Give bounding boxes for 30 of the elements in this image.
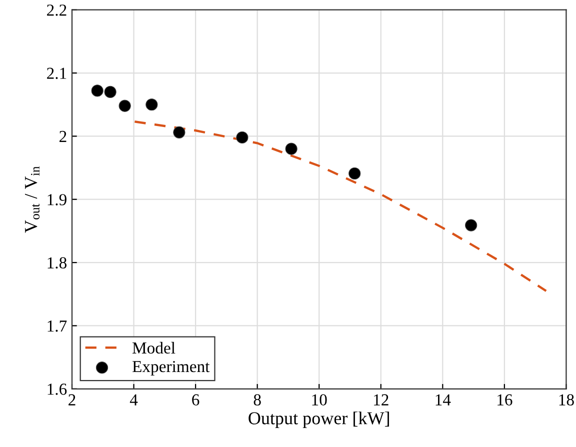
y-tick-label: 2 — [60, 130, 66, 142]
x-tick-label: 4 — [130, 394, 138, 406]
point — [118, 100, 131, 112]
legend-label: Model — [132, 342, 176, 354]
legend-label: Experiment — [132, 360, 210, 376]
y-tick-label: 2.2 — [47, 4, 66, 16]
point — [173, 126, 186, 138]
x-tick-label: 8 — [254, 394, 261, 406]
x-tick-label: 10 — [312, 394, 327, 406]
point — [104, 86, 116, 98]
y-tick-label: 1.8 — [48, 257, 67, 269]
x-tick-label: 14 — [436, 394, 451, 406]
point — [236, 131, 248, 144]
x-axis-title: Output power [kW] — [248, 412, 389, 428]
y-tick-label: 1.6 — [48, 384, 67, 395]
point — [464, 219, 478, 232]
x-tick-label: 16 — [498, 394, 512, 406]
point — [91, 84, 104, 97]
y-tick-label: 2.1 — [47, 68, 66, 80]
x-tick-label: 12 — [374, 394, 388, 406]
point — [285, 142, 298, 155]
y-tick-label: 1.7 — [48, 320, 67, 332]
x-tick-label: 6 — [192, 394, 200, 406]
y-axis-title: V$_{out}$ / V$_{in}$ — [24, 166, 40, 233]
x-tick-label: 18 — [559, 394, 574, 406]
point — [348, 167, 361, 180]
y-tick-label: 1.9 — [48, 194, 66, 206]
x-tick-label: 2 — [68, 394, 76, 406]
line-series — [134, 120, 548, 292]
point — [146, 98, 158, 111]
